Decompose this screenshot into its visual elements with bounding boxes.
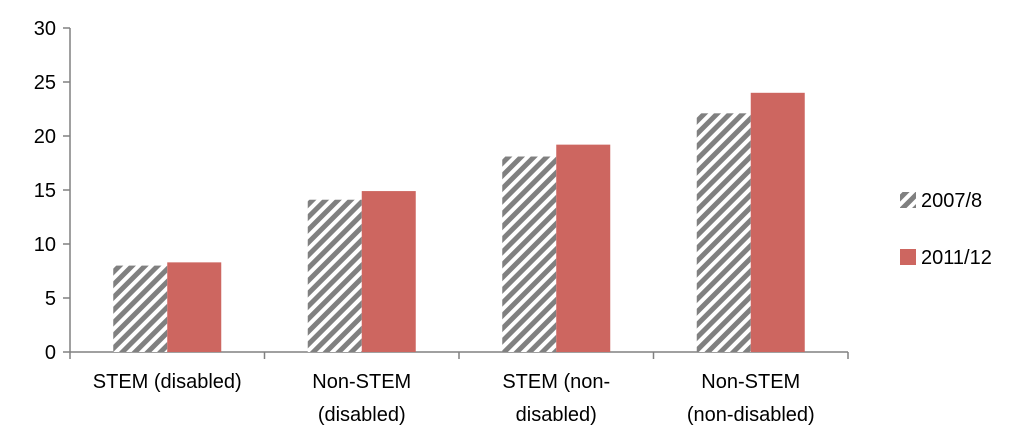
category-label-line: STEM (non-	[502, 371, 610, 393]
category-label: Non-STEM (disabled)	[312, 371, 411, 426]
category-label: STEM (disabled)	[93, 371, 242, 393]
y-tick-label: 30	[34, 18, 56, 40]
category-label: Non-STEM (non-disabled)	[687, 371, 815, 426]
bar-series1-2	[502, 156, 557, 352]
y-tick-label: 5	[45, 288, 56, 310]
bar-series2-2	[556, 144, 611, 352]
y-tick-labels: 0 5 10 15 20 25 30	[34, 18, 56, 364]
legend-label-2: 2011/12	[921, 247, 992, 269]
bar-series2-0	[167, 262, 222, 352]
bar-series1-0	[113, 265, 168, 352]
category-label-line: Non-STEM	[701, 371, 800, 393]
category-label-line: (non-disabled)	[687, 404, 815, 426]
bar-series1-1	[307, 199, 362, 352]
legend-swatch-1	[900, 192, 916, 208]
y-tick-label: 15	[34, 180, 56, 202]
category-label-line: STEM (disabled)	[93, 371, 242, 393]
legend-label-1: 2007/8	[921, 190, 982, 212]
category-label-line: Non-STEM	[312, 371, 411, 393]
category-label: STEM (non-disabled)	[502, 371, 610, 426]
y-tick-label: 10	[34, 234, 56, 256]
category-label-line: (disabled)	[318, 404, 406, 426]
y-tick-label: 0	[45, 342, 56, 364]
category-labels: STEM (disabled) Non-STEM (disabled) STEM (n…	[93, 371, 815, 426]
legend-swatch-2	[900, 249, 916, 265]
bar-series1-3	[696, 113, 751, 352]
legend: 2007/8 2011/12	[900, 190, 992, 269]
category-label-line: disabled)	[516, 404, 597, 426]
bar-series2-3	[750, 92, 805, 353]
bar-series2-1	[361, 191, 416, 352]
bars	[113, 92, 805, 353]
y-tick-label: 25	[34, 72, 56, 94]
y-tick-label: 20	[34, 126, 56, 148]
